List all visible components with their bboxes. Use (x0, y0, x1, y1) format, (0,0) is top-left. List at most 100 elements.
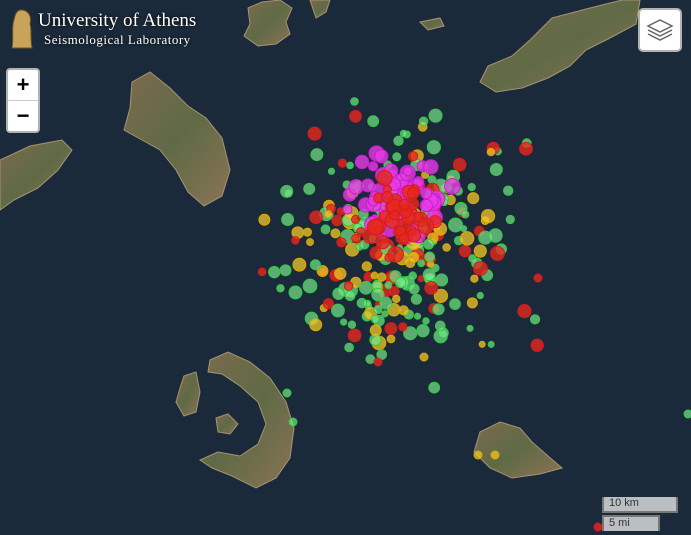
earthquake-marker[interactable] (288, 285, 303, 300)
earthquake-marker[interactable] (398, 322, 408, 332)
earthquake-marker[interactable] (336, 237, 347, 248)
earthquake-marker[interactable] (389, 209, 400, 221)
earthquake-marker[interactable] (407, 228, 422, 243)
earthquake-marker[interactable] (369, 246, 383, 260)
earthquake-marker[interactable] (347, 328, 362, 343)
earthquake-marker[interactable] (257, 267, 267, 277)
earthquake-marker[interactable] (354, 154, 370, 170)
earthquake-marker[interactable] (402, 166, 413, 177)
earthquake-marker[interactable] (478, 340, 486, 348)
earthquake-marker[interactable] (473, 450, 483, 460)
earthquake-marker[interactable] (593, 522, 603, 532)
earthquake-marker[interactable] (428, 381, 441, 394)
earthquake-marker[interactable] (309, 259, 321, 271)
earthquake-marker[interactable] (373, 304, 383, 315)
zoom-in[interactable]: + (8, 70, 38, 101)
earthquake-marker[interactable] (467, 192, 480, 205)
earthquake-marker[interactable] (487, 340, 495, 348)
earthquake-marker[interactable] (442, 243, 451, 252)
earthquake-marker[interactable] (258, 213, 271, 226)
earthquake-marker[interactable] (331, 214, 344, 227)
earthquake-marker[interactable] (268, 265, 281, 279)
earthquake-marker[interactable] (408, 271, 418, 281)
earthquake-marker[interactable] (350, 97, 359, 106)
earthquake-marker[interactable] (351, 214, 361, 224)
earthquake-marker[interactable] (433, 288, 449, 303)
earthquake-marker[interactable] (417, 259, 426, 268)
earthquake-marker[interactable] (276, 284, 285, 293)
earthquake-marker[interactable] (384, 322, 398, 335)
earthquake-marker[interactable] (340, 318, 348, 326)
earthquake-marker[interactable] (403, 326, 418, 341)
earthquake-marker[interactable] (394, 276, 407, 289)
earthquake-marker[interactable] (434, 320, 446, 332)
zoom-out[interactable]: − (16, 103, 30, 128)
earthquake-marker[interactable] (381, 191, 394, 204)
earthquake-marker[interactable] (332, 287, 345, 300)
earthquake-marker[interactable] (307, 126, 322, 141)
earthquake-marker[interactable] (358, 280, 373, 295)
earthquake-marker[interactable] (530, 338, 544, 352)
earthquake-marker[interactable] (331, 303, 345, 318)
earthquake-marker[interactable] (419, 352, 429, 362)
earthquake-marker[interactable] (467, 182, 476, 192)
earthquake-marker[interactable] (360, 178, 375, 193)
earthquake-marker[interactable] (366, 218, 384, 236)
earthquake-marker[interactable] (386, 334, 396, 344)
earthquake-marker[interactable] (448, 217, 464, 233)
earthquake-marker[interactable] (373, 357, 383, 367)
earthquake-marker[interactable] (473, 261, 488, 276)
earthquake-marker[interactable] (428, 108, 443, 123)
earthquake-marker[interactable] (282, 388, 292, 398)
earthquake-marker[interactable] (337, 158, 348, 168)
earthquake-marker[interactable] (466, 324, 474, 332)
earthquake-marker[interactable] (423, 238, 435, 250)
earthquake-marker[interactable] (449, 298, 461, 310)
earthquake-marker[interactable] (476, 291, 484, 300)
earthquake-marker[interactable] (370, 271, 379, 280)
earthquake-marker[interactable] (309, 210, 323, 225)
earthquake-marker[interactable] (379, 296, 393, 310)
earthquake-marker[interactable] (367, 115, 380, 128)
earthquake-marker[interactable] (292, 257, 307, 272)
earthquake-marker[interactable] (327, 167, 336, 175)
earthquake-marker[interactable] (309, 318, 323, 332)
earthquake-marker[interactable] (461, 210, 470, 219)
earthquake-marker[interactable] (322, 298, 335, 310)
earthquake-marker[interactable] (343, 281, 354, 291)
earthquake-marker[interactable] (473, 244, 487, 258)
earthquake-marker[interactable] (349, 110, 362, 123)
earthquake-marker[interactable] (280, 184, 294, 198)
earthquake-marker[interactable] (351, 233, 360, 243)
earthquake-marker[interactable] (356, 297, 368, 309)
earthquake-marker[interactable] (420, 187, 433, 200)
earthquake-marker[interactable] (480, 209, 496, 224)
earthquake-marker[interactable] (423, 159, 439, 175)
earthquake-marker[interactable] (459, 231, 475, 246)
earthquake-marker[interactable] (435, 273, 449, 287)
earthquake-marker[interactable] (416, 324, 430, 338)
earthquake-marker[interactable] (489, 162, 503, 176)
earthquake-marker[interactable] (466, 297, 478, 309)
earthquake-marker[interactable] (347, 320, 357, 329)
earthquake-marker[interactable] (330, 228, 341, 239)
earthquake-marker[interactable] (408, 283, 420, 295)
earthquake-marker[interactable] (291, 236, 300, 245)
earthquake-marker[interactable] (365, 354, 376, 365)
earthquake-marker[interactable] (413, 312, 422, 320)
earthquake-marker[interactable] (392, 152, 402, 162)
earthquake-marker[interactable] (458, 244, 472, 258)
earthquake-marker[interactable] (281, 213, 295, 226)
earthquake-marker[interactable] (410, 293, 422, 305)
earthquake-marker[interactable] (424, 251, 436, 263)
earthquake-marker[interactable] (303, 182, 316, 195)
earthquake-marker[interactable] (375, 235, 390, 250)
earthquake-marker[interactable] (398, 198, 411, 211)
earthquake-marker[interactable] (346, 161, 354, 170)
earthquake-marker[interactable] (399, 129, 408, 138)
earthquake-marker[interactable] (370, 314, 380, 324)
earthquake-marker[interactable] (279, 264, 292, 277)
earthquake-marker[interactable] (398, 305, 409, 316)
earthquake-marker[interactable] (381, 310, 389, 318)
earthquake-marker[interactable] (408, 151, 419, 162)
